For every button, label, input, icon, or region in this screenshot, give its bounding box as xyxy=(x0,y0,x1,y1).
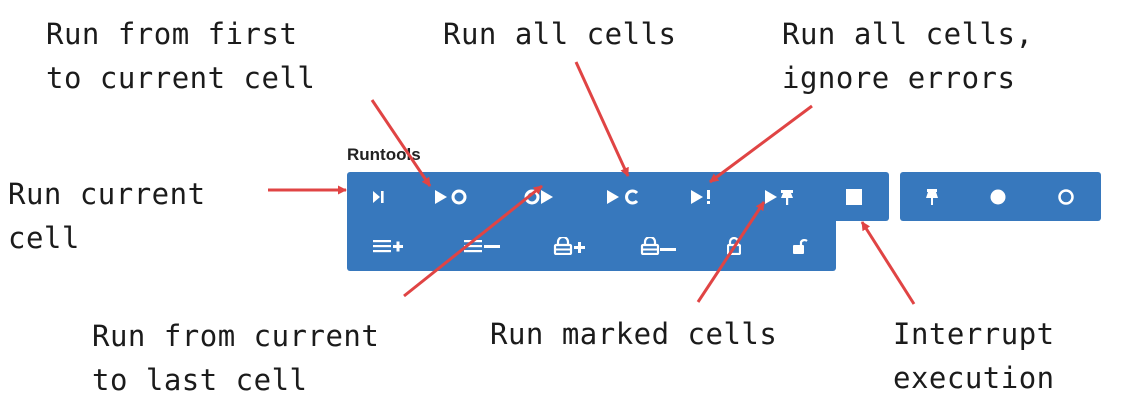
label-run-current-to-last: Run from current to last cell xyxy=(92,319,380,397)
lock-cell-button[interactable] xyxy=(720,227,748,265)
arrow-interrupt xyxy=(860,221,916,305)
empty-circle-icon xyxy=(1057,188,1075,206)
run-current-icon xyxy=(368,188,386,206)
mark-cell-button[interactable] xyxy=(916,178,948,216)
unlock-cell-button[interactable] xyxy=(786,227,814,265)
split-cell-button[interactable] xyxy=(366,227,410,265)
label-run-all-ignore-errors: Run all cells, ignore errors xyxy=(782,17,1034,95)
lock-closed-icon xyxy=(727,237,741,255)
unmark-all-button[interactable] xyxy=(1050,178,1082,216)
lock-add-button[interactable] xyxy=(548,227,592,265)
lines-minus-icon xyxy=(462,237,502,255)
lock-minus-icon xyxy=(640,237,680,255)
label-run-first-to-current: Run from first to current cell xyxy=(46,17,316,95)
run-current-to-last-icon xyxy=(520,187,560,207)
run-all-ignore-errors-icon xyxy=(688,187,722,207)
label-run-all: Run all cells xyxy=(443,17,677,51)
mark-all-button[interactable] xyxy=(982,178,1014,216)
merge-cell-button[interactable] xyxy=(458,227,506,265)
filled-circle-icon xyxy=(989,188,1007,206)
run-first-to-current-button[interactable] xyxy=(428,178,476,216)
lock-open-icon xyxy=(792,237,808,255)
pin-icon xyxy=(924,188,940,206)
run-all-button[interactable] xyxy=(600,178,648,216)
lock-remove-button[interactable] xyxy=(636,227,684,265)
label-interrupt: Interrupt execution xyxy=(893,317,1055,395)
run-current-to-last-button[interactable] xyxy=(516,178,564,216)
run-marked-icon xyxy=(762,187,802,207)
run-all-icon xyxy=(604,187,644,207)
label-run-marked: Run marked cells xyxy=(490,317,778,351)
lock-plus-icon xyxy=(553,237,587,255)
arrow-run-all-ignore-errors xyxy=(709,104,813,184)
run-first-to-current-icon xyxy=(432,187,472,207)
lines-plus-icon xyxy=(371,237,405,255)
run-current-button[interactable] xyxy=(360,178,394,216)
run-marked-button[interactable] xyxy=(758,178,806,216)
run-all-ignore-errors-button[interactable] xyxy=(684,178,726,216)
runtools-title: Runtools xyxy=(347,145,421,164)
stop-icon xyxy=(845,188,863,206)
interrupt-button[interactable] xyxy=(836,178,872,216)
label-run-current: Run current cell xyxy=(8,177,206,255)
arrow-run-all xyxy=(574,61,630,177)
